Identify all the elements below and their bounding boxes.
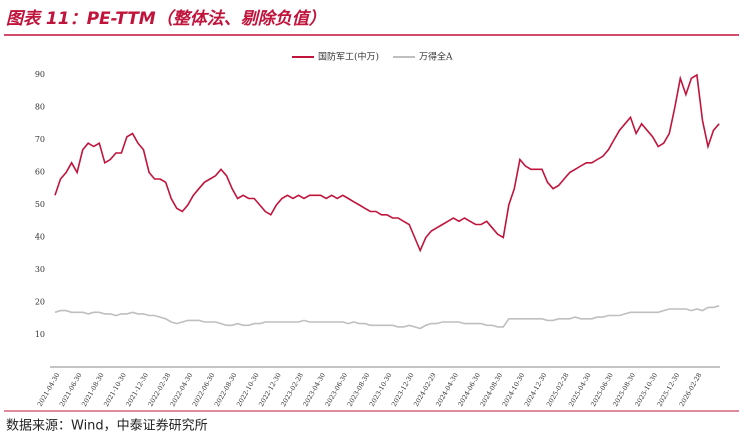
x-tick-label: 2025-12-30 (656, 372, 682, 408)
y-tick-label: 20 (35, 298, 45, 307)
x-tick-label: 2024-10-30 (501, 372, 527, 408)
x-tick-label: 2022-02-28 (146, 372, 172, 408)
y-tick-label: 60 (35, 168, 45, 177)
x-tick-label: 2023-06-30 (324, 372, 350, 408)
x-tick-label: 2023-02-28 (279, 372, 305, 408)
y-tick-label: 80 (35, 103, 45, 112)
y-tick-label: 70 (35, 135, 45, 144)
y-tick-label: 40 (35, 233, 45, 242)
x-tick-label: 2021-06-30 (58, 372, 84, 408)
x-tick-label: 2024-08-30 (479, 372, 505, 408)
legend-label: 国防军工(中万) (318, 51, 379, 63)
x-tick-label: 2023-08-30 (346, 372, 372, 408)
x-tick-label: 2025-04-30 (567, 372, 593, 408)
x-tick-label: 2021-08-30 (80, 372, 106, 408)
x-tick-label: 2025-06-30 (589, 372, 615, 408)
series-line (54, 305, 720, 330)
x-tick-label: 2025-08-30 (611, 372, 637, 408)
x-tick-label: 2023-10-30 (368, 372, 394, 408)
x-tick-label: 2022-04-30 (169, 372, 195, 408)
x-tick-label: 2024-04-30 (434, 372, 460, 408)
source-note: 数据来源：Wind，中泰证券研究所 (6, 418, 208, 434)
chart-title: 图表 11：PE-TTM（整体法、剔除负值） (6, 9, 326, 29)
x-tick-label: 2022-12-30 (257, 372, 283, 408)
series-line (54, 73, 720, 253)
x-tick-label: 2024-06-30 (456, 372, 482, 408)
y-tick-label: 50 (35, 200, 45, 209)
x-tick-label: 2025-10-30 (633, 372, 659, 408)
x-tick-label: 2023-12-30 (390, 372, 416, 408)
x-tick-label: 2022-08-30 (213, 372, 239, 408)
x-tick-label: 2021-04-30 (36, 372, 62, 408)
x-tick-label: 2025-02-28 (545, 372, 571, 408)
x-tick-label: 2021-10-30 (102, 372, 128, 408)
x-tick-label: 2024-12-30 (523, 372, 549, 408)
y-tick-label: 90 (35, 70, 45, 79)
x-tick-label: 2023-04-30 (301, 372, 327, 408)
y-tick-label: 10 (35, 330, 45, 339)
x-tick-label: 2026-02-28 (678, 372, 704, 408)
x-tick-label: 2024-02-29 (412, 372, 438, 408)
legend-label: 万得全A (419, 51, 453, 63)
x-tick-label: 2021-12-30 (124, 372, 150, 408)
x-tick-label: 2022-06-30 (191, 372, 217, 408)
y-tick-label: 30 (35, 265, 45, 274)
x-tick-label: 2022-10-30 (235, 372, 261, 408)
